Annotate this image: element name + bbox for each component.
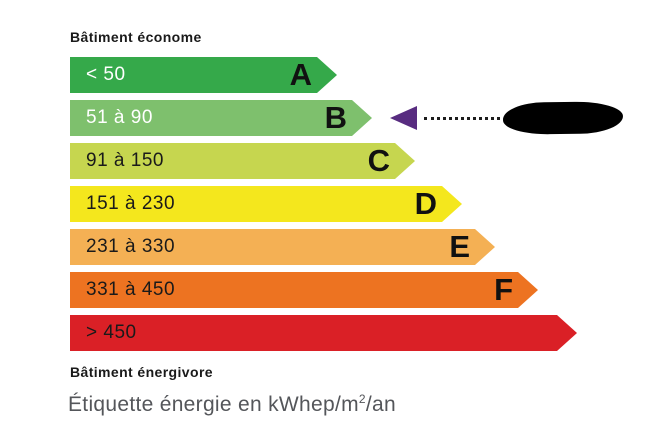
energy-bar-a: < 50 A xyxy=(70,57,337,93)
chart-caption: Étiquette énergie en kWhep/m2/an xyxy=(68,392,396,417)
top-scale-label: Bâtiment économe xyxy=(70,29,202,45)
rating-marker xyxy=(390,100,624,136)
grade-letter: A xyxy=(289,56,312,92)
energy-bar-d: 151 à 230 D xyxy=(70,186,462,222)
energy-bar-e: 231 à 330 E xyxy=(70,229,495,265)
grade-letter: B xyxy=(324,99,347,135)
caption-text: Étiquette énergie en kWhep/m xyxy=(68,393,359,416)
redaction-blob xyxy=(502,101,624,135)
range-label: > 450 xyxy=(86,322,137,343)
range-label: 51 à 90 xyxy=(86,107,153,128)
grade-letter: D xyxy=(414,185,437,221)
range-label: 91 à 150 xyxy=(86,150,164,171)
dotted-connector xyxy=(424,116,500,120)
energy-bar-c: 91 à 150 C xyxy=(70,143,415,179)
range-label: 331 à 450 xyxy=(86,279,176,300)
energy-bar-g: > 450 xyxy=(70,315,577,351)
energy-scale: < 50 A 51 à 90 B 91 à 150 C 151 à 230 D 231 à 33… xyxy=(70,57,577,358)
arrow-left-icon xyxy=(390,106,417,130)
range-label: 151 à 230 xyxy=(86,193,176,214)
grade-letter: C xyxy=(367,142,390,178)
caption-suffix: /an xyxy=(365,393,396,416)
range-label: < 50 xyxy=(86,64,126,85)
bottom-scale-label: Bâtiment énergivore xyxy=(70,364,213,380)
energy-bar-b: 51 à 90 B xyxy=(70,100,372,136)
energy-bar-f: 331 à 450 F xyxy=(70,272,538,308)
grade-letter: F xyxy=(494,271,513,307)
range-label: 231 à 330 xyxy=(86,236,176,257)
grade-letter: E xyxy=(449,228,470,264)
caption-superscript: 2 xyxy=(358,392,366,406)
